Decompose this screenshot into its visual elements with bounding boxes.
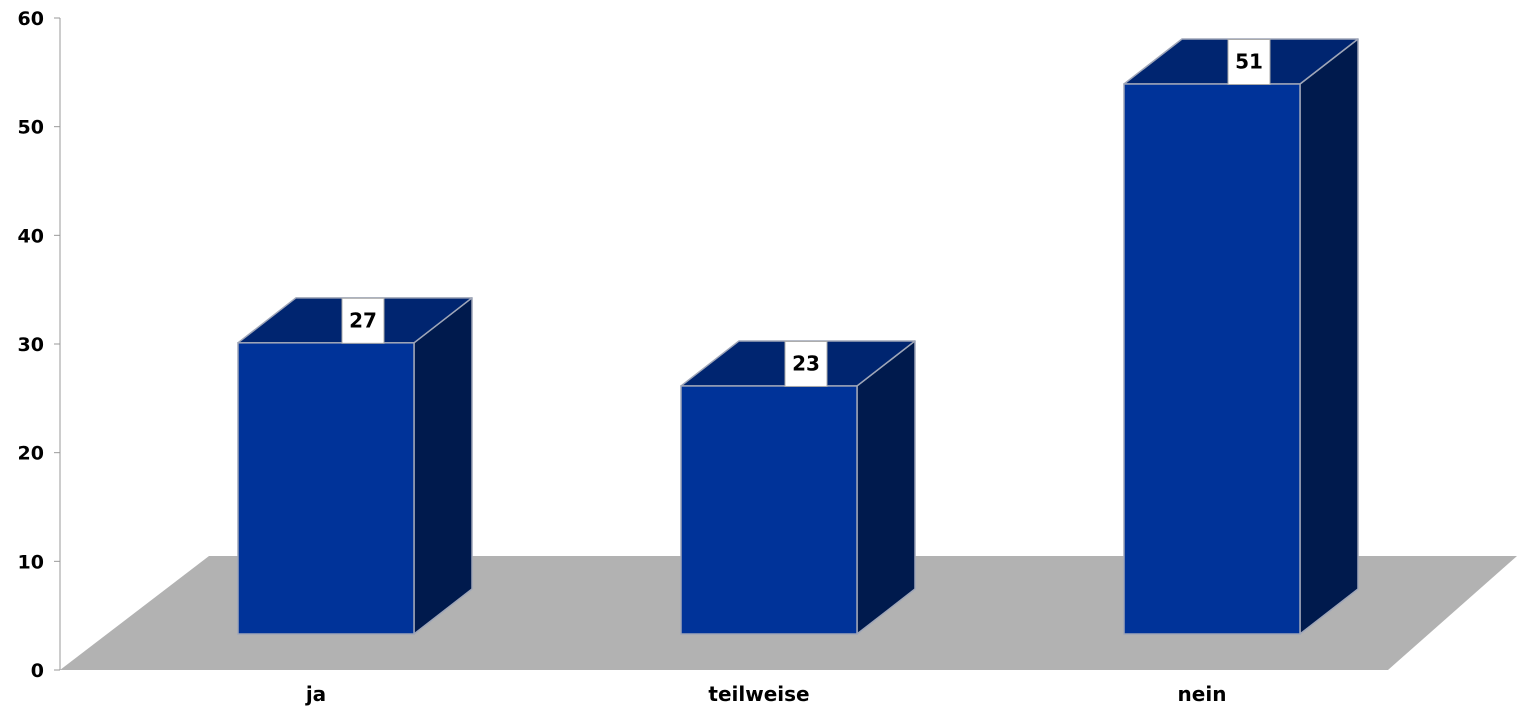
y-axis: 0 10 20 30 40 50 60	[18, 8, 61, 682]
data-label-box	[341, 297, 385, 344]
y-tick-label-10: 10	[18, 551, 44, 573]
category-label-nein: nein	[1178, 682, 1227, 706]
bar-group	[237, 38, 1359, 635]
data-label-value: 27	[349, 308, 377, 332]
y-tick-label-30: 30	[18, 334, 44, 356]
bar-front-face	[237, 342, 415, 635]
data-label-value: 23	[792, 351, 820, 375]
category-label-ja: ja	[305, 682, 326, 706]
data-label-ja: 27	[341, 297, 385, 344]
data-label-box	[1227, 39, 1271, 85]
y-tick-label-40: 40	[18, 225, 44, 247]
data-label-teilweise: 23	[784, 340, 828, 387]
bar-front-face	[680, 385, 858, 635]
bar-side-face	[1299, 38, 1359, 635]
data-labels: 27 23 51	[341, 39, 1271, 387]
bar-side-face	[856, 340, 916, 635]
data-label-nein: 51	[1227, 39, 1271, 85]
y-tick-label-50: 50	[18, 117, 44, 139]
category-label-teilweise: teilweise	[708, 682, 809, 706]
bar-teilweise	[680, 340, 916, 635]
y-tick-label-60: 60	[18, 8, 44, 30]
bar-nein	[1123, 38, 1359, 635]
y-tick-label-20: 20	[18, 443, 44, 465]
y-tick-label-0: 0	[31, 660, 44, 682]
data-label-value: 51	[1235, 50, 1263, 74]
data-label-box	[784, 340, 828, 387]
bar-ja	[237, 297, 473, 635]
bar-front-face	[1123, 83, 1301, 635]
bar-side-face	[413, 297, 473, 635]
x-axis: ja teilweise nein	[305, 682, 1227, 706]
